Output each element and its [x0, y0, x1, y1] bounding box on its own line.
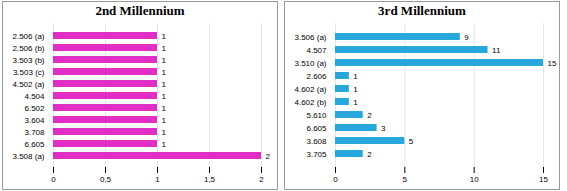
svg-text:1: 1 — [353, 98, 358, 107]
svg-text:3.503 (b): 3.503 (b) — [12, 56, 44, 65]
svg-text:6.605: 6.605 — [24, 140, 45, 149]
svg-text:5.610: 5.610 — [306, 111, 327, 120]
svg-text:11: 11 — [492, 46, 501, 55]
svg-text:3.503 (c): 3.503 (c) — [13, 68, 45, 77]
svg-text:10: 10 — [470, 175, 479, 184]
svg-text:1: 1 — [353, 85, 358, 94]
svg-text:3.608: 3.608 — [306, 137, 327, 146]
svg-text:2: 2 — [266, 152, 271, 161]
svg-text:1: 1 — [162, 44, 167, 53]
svg-text:1: 1 — [162, 80, 167, 89]
svg-text:4.507: 4.507 — [306, 46, 327, 55]
svg-text:3.708: 3.708 — [24, 128, 45, 137]
svg-text:1: 1 — [162, 140, 167, 149]
svg-text:4.602 (a): 4.602 (a) — [294, 85, 326, 94]
svg-text:5: 5 — [409, 137, 414, 146]
svg-text:2.506 (b): 2.506 (b) — [12, 44, 44, 53]
svg-text:2.506 (a): 2.506 (a) — [12, 32, 44, 41]
svg-text:9: 9 — [464, 33, 469, 42]
svg-text:1,5: 1,5 — [204, 175, 216, 184]
svg-text:3.604: 3.604 — [24, 116, 45, 125]
svg-text:1: 1 — [162, 128, 167, 137]
svg-text:0: 0 — [333, 175, 338, 184]
svg-text:1: 1 — [155, 175, 160, 184]
svg-text:15: 15 — [548, 59, 557, 68]
svg-text:3: 3 — [381, 124, 386, 133]
svg-text:1: 1 — [162, 116, 167, 125]
svg-text:3.506 (a): 3.506 (a) — [294, 33, 326, 42]
svg-text:2: 2 — [259, 175, 264, 184]
svg-text:4.502 (a): 4.502 (a) — [12, 80, 44, 89]
svg-text:5: 5 — [403, 175, 408, 184]
svg-text:1: 1 — [162, 92, 167, 101]
svg-text:4.504: 4.504 — [24, 92, 45, 101]
svg-text:3.705: 3.705 — [306, 150, 327, 159]
svg-text:2: 2 — [367, 150, 372, 159]
svg-text:6.605: 6.605 — [306, 124, 327, 133]
svg-text:1: 1 — [162, 56, 167, 65]
svg-text:2: 2 — [367, 111, 372, 120]
svg-text:3.510 (a): 3.510 (a) — [294, 59, 326, 68]
svg-text:1: 1 — [162, 104, 167, 113]
svg-text:2.606: 2.606 — [306, 72, 327, 81]
html-text:2nd Millennium: 2nd Millennium — [95, 3, 185, 18]
svg-text:4.602 (b): 4.602 (b) — [294, 98, 326, 107]
svg-text:1: 1 — [353, 72, 358, 81]
svg-text:3.508 (a): 3.508 (a) — [12, 152, 44, 161]
html-text:3rd Millennium: 3rd Millennium — [378, 3, 466, 18]
svg-text:1: 1 — [162, 68, 167, 77]
svg-text:0,5: 0,5 — [100, 175, 112, 184]
svg-text:1: 1 — [162, 32, 167, 41]
svg-text:6.502: 6.502 — [24, 104, 45, 113]
svg-text:15: 15 — [539, 175, 548, 184]
svg-text:0: 0 — [51, 175, 56, 184]
